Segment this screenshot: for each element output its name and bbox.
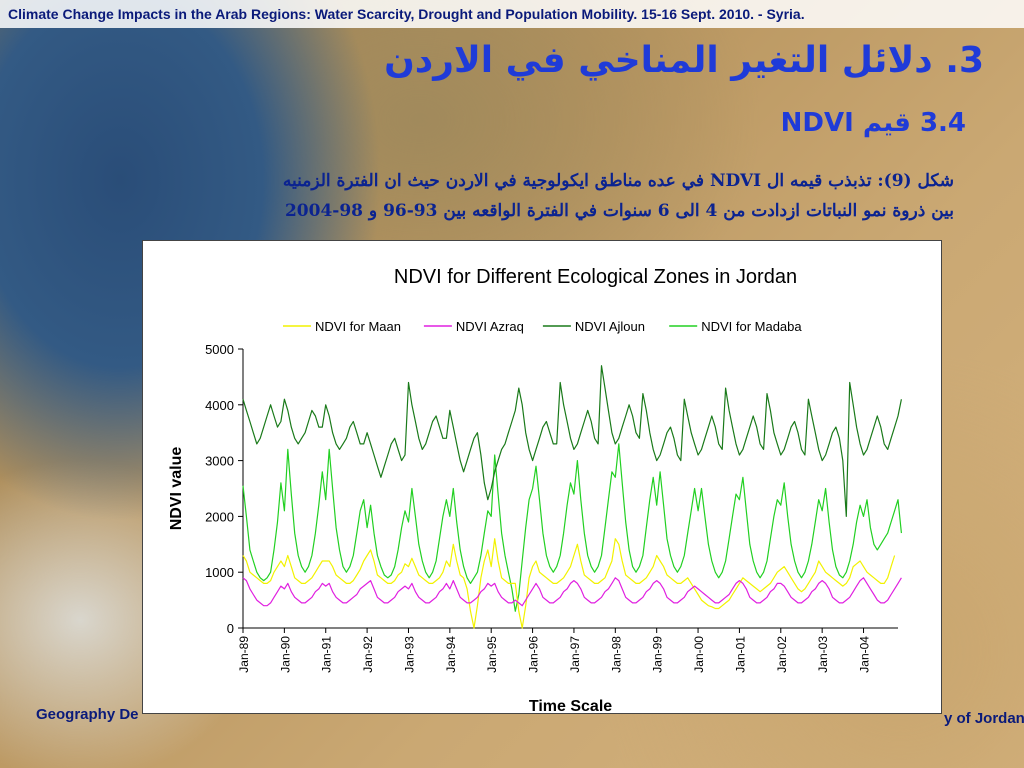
y-axis-label: NDVI value — [168, 447, 185, 531]
y-tick-label-1: 1000 — [205, 565, 234, 580]
chart-canvas: NDVI for Different Ecological Zones in J… — [168, 266, 902, 713]
x-tick-label-7: Jan-96 — [527, 636, 541, 673]
series-line-2 — [242, 365, 902, 517]
x-tick-label-10: Jan-99 — [651, 636, 665, 673]
legend-entry-3: NDVI for Madaba — [701, 319, 802, 334]
y-tick-label-5: 5000 — [205, 342, 234, 357]
x-tick-label-6: Jan-95 — [485, 636, 499, 673]
x-tick-label-8: Jan-97 — [568, 636, 582, 673]
chart-title: NDVI for Different Ecological Zones in J… — [394, 266, 797, 288]
x-tick-label-0: Jan-89 — [237, 636, 251, 673]
legend-entry-0: NDVI for Maan — [315, 319, 401, 334]
header-strip — [0, 0, 1024, 28]
x-tick-label-1: Jan-90 — [278, 636, 292, 673]
x-tick-label-5: Jan-94 — [444, 636, 458, 673]
series-line-3 — [242, 443, 902, 612]
slide-title: 3. دلائل التغير المناخي في الاردن — [384, 40, 984, 81]
x-tick-label-13: Jan-02 — [775, 636, 789, 673]
y-tick-label-2: 2000 — [205, 509, 234, 524]
legend-entry-1: NDVI Azraq — [456, 319, 524, 334]
y-tick-label-0: 0 — [227, 621, 234, 636]
slide-subtitle: 3.4 قيم NDVI — [780, 108, 966, 138]
series-line-0 — [242, 538, 896, 629]
x-tick-label-3: Jan-92 — [361, 636, 375, 673]
legend-entry-2: NDVI Ajloun — [575, 319, 645, 334]
x-tick-label-15: Jan-04 — [858, 636, 872, 673]
series-line-1 — [242, 577, 902, 607]
y-tick-label-4: 4000 — [205, 398, 234, 413]
caption-line-2: بين ذروة نمو النباتات ازدادت من 4 الى 6 … — [284, 201, 954, 221]
x-tick-label-12: Jan-01 — [733, 636, 747, 673]
ndvi-chart: NDVI for Different Ecological Zones in J… — [142, 240, 942, 714]
x-axis-label: Time Scale — [529, 698, 612, 713]
x-tick-label-9: Jan-98 — [609, 636, 623, 673]
footer-right-text: y of Jordan — [944, 710, 1024, 727]
y-tick-label-3: 3000 — [205, 454, 234, 469]
x-tick-label-4: Jan-93 — [402, 636, 416, 673]
x-tick-label-14: Jan-03 — [816, 636, 830, 673]
conference-header: Climate Change Impacts in the Arab Regio… — [8, 6, 805, 22]
caption-line-1: شكل (9): تذبذب قيمه ال NDVI في عده مناطق… — [282, 171, 954, 191]
footer-left-text: Geography De — [36, 706, 139, 723]
x-tick-label-2: Jan-91 — [320, 636, 334, 673]
x-tick-label-11: Jan-00 — [692, 636, 706, 673]
figure-caption: شكل (9): تذبذب قيمه ال NDVI في عده مناطق… — [154, 166, 954, 226]
